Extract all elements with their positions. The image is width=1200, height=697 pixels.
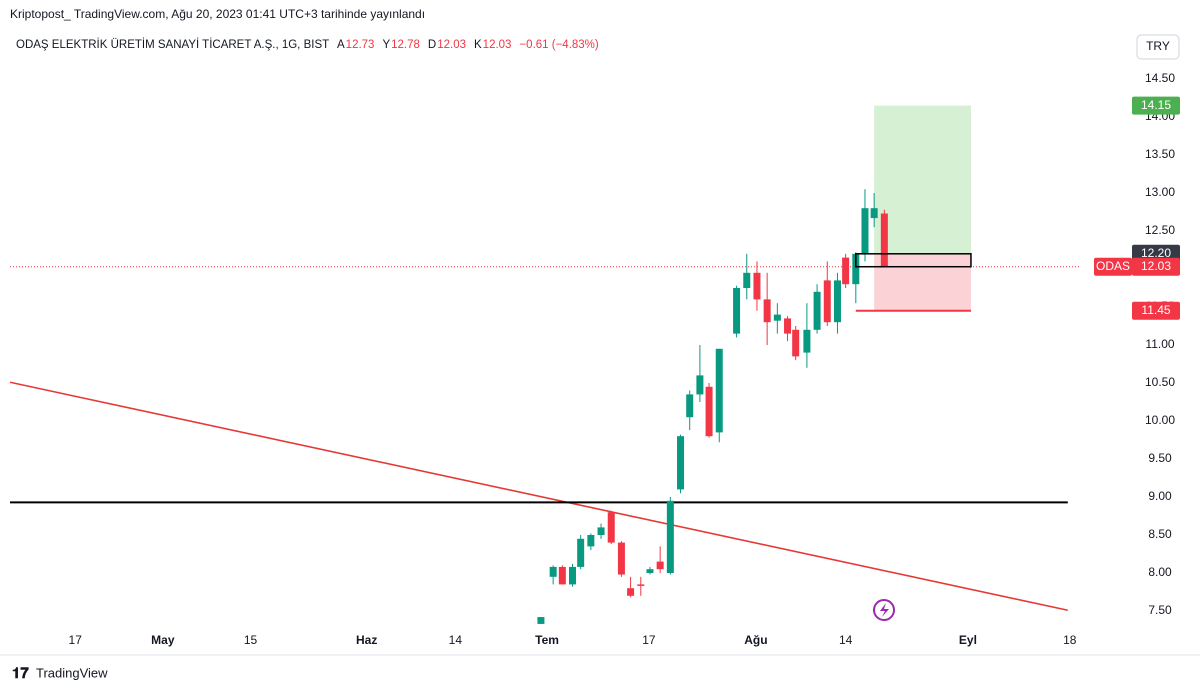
candle-body [870, 208, 878, 219]
change: −0.61 (−4.83%) [519, 39, 598, 51]
y-tick-label: 9.00 [1148, 489, 1172, 503]
candle-body [587, 535, 595, 547]
ohlc-key: A [337, 39, 345, 51]
x-tick-label: Ağu [744, 633, 767, 647]
last-price-label: 12.03 [1141, 259, 1171, 273]
ohlc-value: 12.78 [391, 39, 420, 51]
y-tick-label: 10.50 [1145, 375, 1175, 389]
candle-body [792, 329, 800, 357]
candle-body [577, 538, 585, 567]
y-tick-label: 8.50 [1148, 527, 1172, 541]
candle-body [784, 318, 792, 334]
ohlc-key: Y [382, 39, 390, 51]
trendline [10, 381, 1068, 612]
symbol-title: ODAŞ ELEKTRİK ÜRETİM SANAYİ TİCARET A.Ş.… [16, 38, 329, 51]
x-tick-label: 15 [244, 633, 258, 647]
candle-body [617, 542, 625, 575]
brand: TradingView [36, 665, 108, 680]
candle-body [696, 375, 704, 395]
candle-body [569, 566, 577, 585]
ohlc-key: K [474, 39, 482, 51]
x-tick-label: 14 [839, 633, 853, 647]
x-tick-label: 18 [1063, 633, 1077, 647]
target-badge [1132, 96, 1180, 115]
candle-body [715, 348, 723, 433]
candle-body [763, 299, 771, 323]
y-tick-label: 14.50 [1145, 71, 1175, 85]
y-tick-label: 9.50 [1148, 451, 1172, 465]
symbol-label: ODAS [1096, 259, 1130, 273]
candle-body [549, 566, 557, 577]
stop-badge [1132, 301, 1180, 320]
x-tick-label: Tem [535, 633, 559, 647]
loss-zone [874, 253, 971, 311]
ohlc-value: 12.03 [483, 39, 512, 51]
x-tick-label: Haz [356, 633, 377, 647]
ohlc-key: D [428, 39, 436, 51]
candle-body [666, 500, 674, 573]
candle-body [597, 527, 605, 535]
currency[interactable]: TRY [1146, 39, 1170, 53]
candle-body [656, 561, 664, 570]
candle-body [880, 213, 888, 267]
candle-body [646, 569, 654, 573]
profit-zone [874, 105, 971, 254]
x-tick-label: May [151, 633, 175, 647]
y-tick-label: 11.00 [1145, 337, 1174, 351]
candle-body [852, 253, 860, 285]
y-tick-label: 13.50 [1145, 147, 1175, 161]
x-tick-label: 14 [449, 633, 463, 647]
ohlc-value: 12.03 [437, 39, 466, 51]
ohlc-legend: A 12.73 Y 12.78 D 12.03 K 12.03 −0.61 (−4.83%) [337, 39, 599, 51]
last-price-badge [1132, 257, 1180, 276]
candle-body [637, 584, 645, 586]
logo: 𝟏𝟕 [12, 665, 29, 682]
entry-label: 12.20 [1141, 246, 1171, 260]
entry-box [855, 253, 972, 268]
symbol-badge [1094, 257, 1132, 276]
source-line: Kriptopost_ TradingView.com, Ağu 20, 202… [10, 7, 425, 21]
ohlc-value: 12.73 [346, 39, 375, 51]
y-tick-label: 13.00 [1145, 185, 1175, 199]
candle-body [833, 280, 841, 323]
candle-body [677, 436, 685, 490]
y-tick-label: 8.00 [1148, 565, 1172, 579]
candle-body [627, 588, 635, 596]
candle-body [686, 394, 694, 418]
y-tick-label: 7.50 [1148, 603, 1172, 617]
candle-body [813, 291, 821, 330]
candle-body [558, 566, 566, 585]
candle-body [823, 280, 831, 323]
candle-body [773, 314, 781, 321]
y-tick-label: 12.50 [1145, 223, 1175, 237]
candle-body [743, 272, 751, 288]
candle-body [753, 272, 761, 300]
candle-body [607, 512, 615, 543]
candle-body [733, 288, 741, 334]
target-label: 14.15 [1141, 98, 1171, 112]
candle-body [705, 386, 713, 437]
y-tick-label: 10.00 [1145, 413, 1175, 427]
x-tick-label: Eyl [959, 633, 977, 647]
currency-button[interactable] [1136, 34, 1180, 60]
x-tick-label: 17 [642, 633, 656, 647]
candle-body [537, 617, 545, 624]
stop-label: 11.45 [1141, 303, 1170, 317]
candle-body [842, 257, 850, 285]
lightning-icon[interactable] [873, 599, 895, 621]
candle-body [861, 208, 869, 254]
x-tick-label: 17 [69, 633, 83, 647]
candle-body [803, 329, 811, 353]
